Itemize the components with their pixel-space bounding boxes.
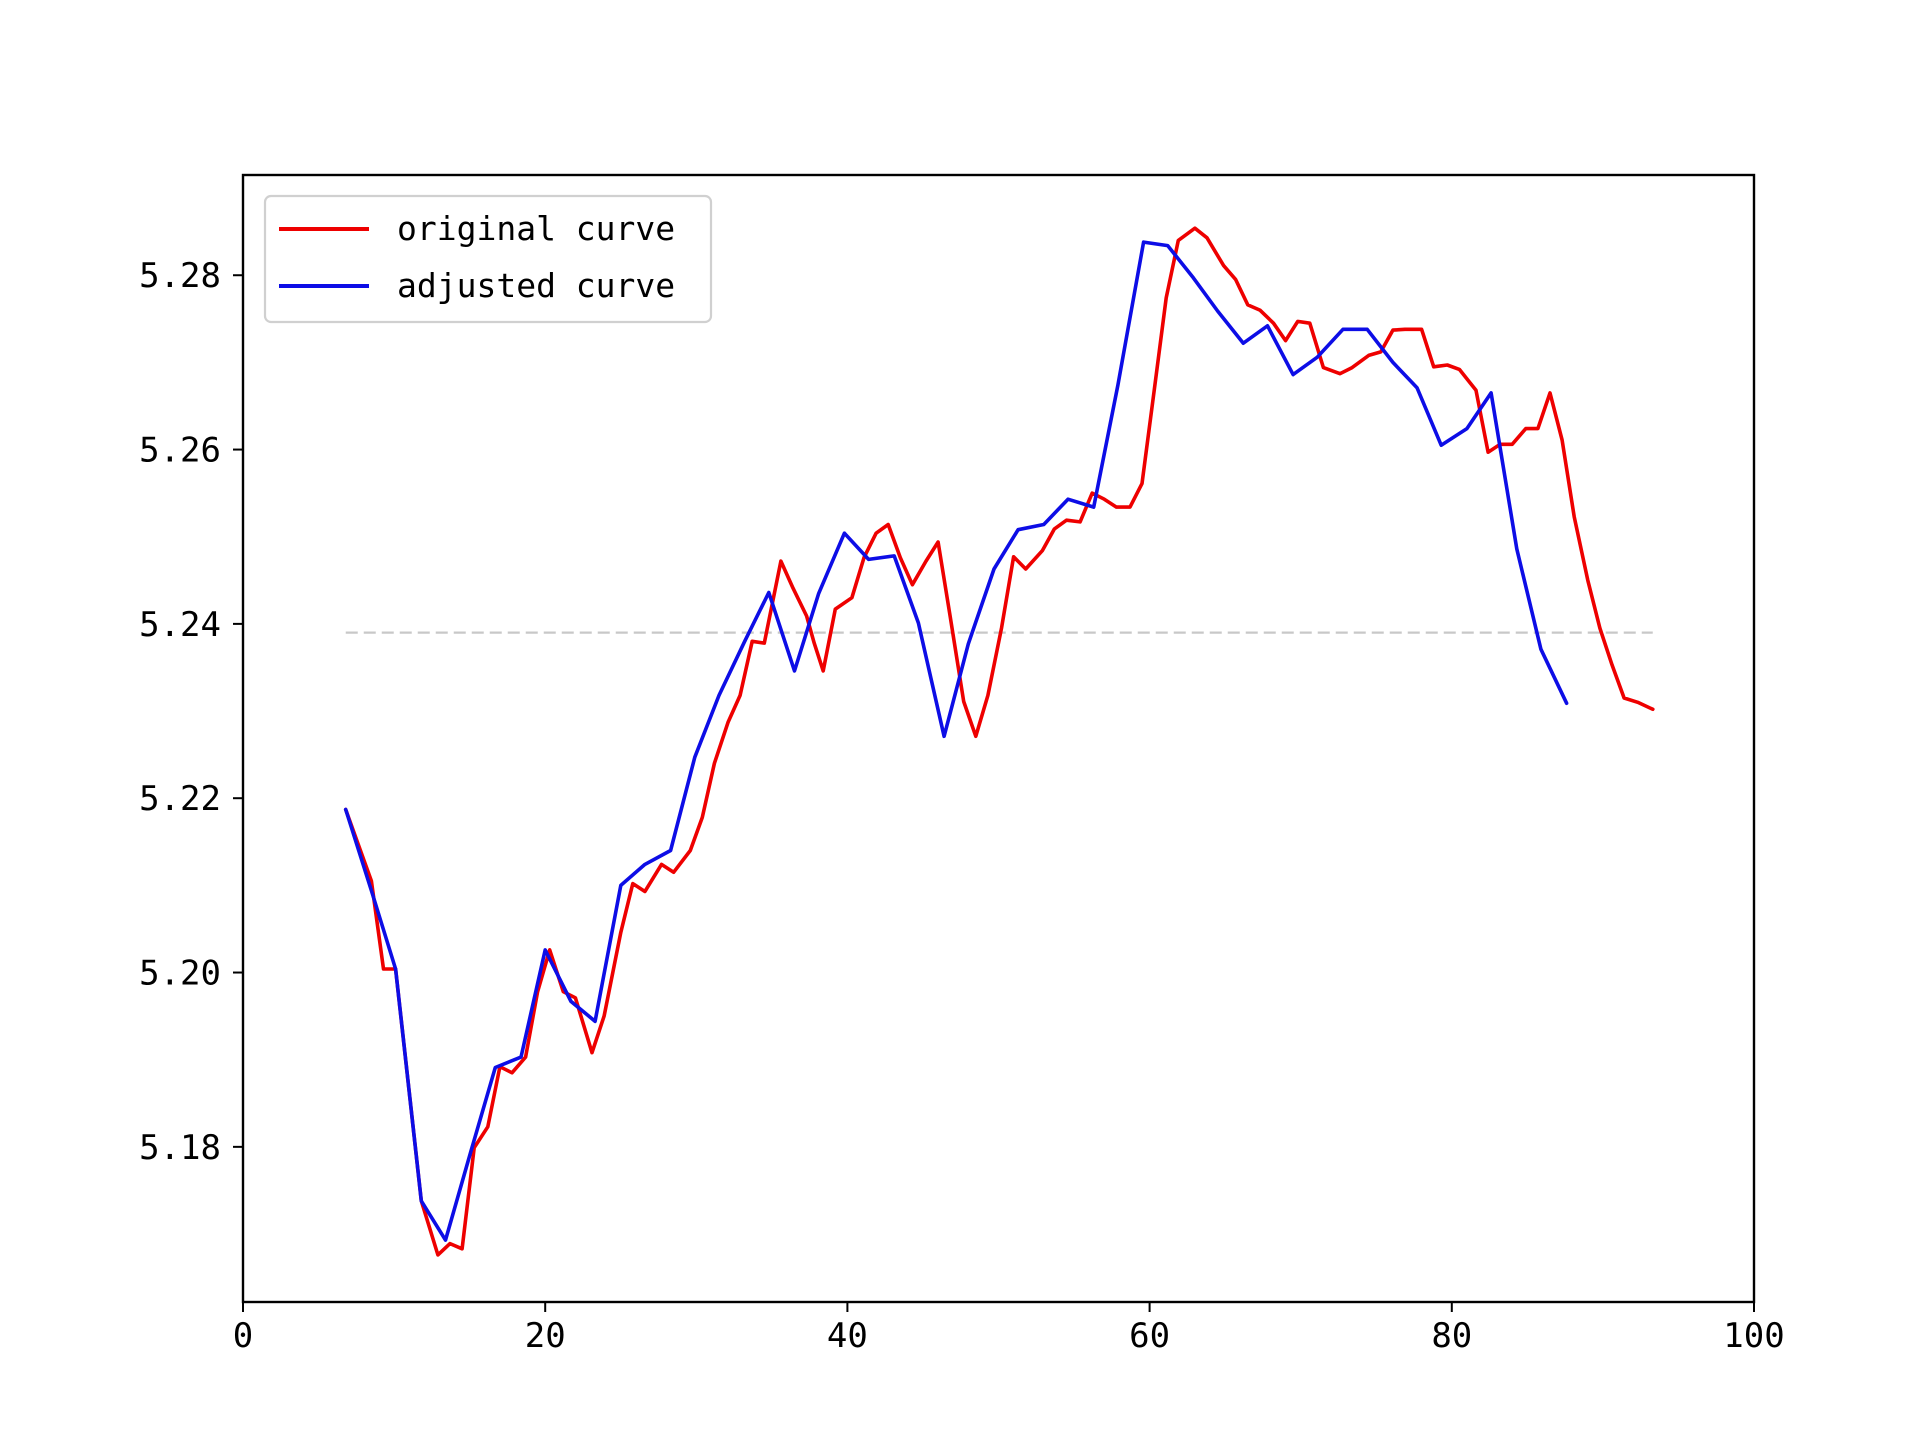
y-tick-label: 5.22 xyxy=(139,779,221,819)
series-line-original-curve xyxy=(343,226,1655,1257)
legend: original curve adjusted curve xyxy=(263,194,713,324)
x-tick-label: 0 xyxy=(233,1316,253,1356)
axes-layer: 0 20 40 60 80 100 5.18 5.20 5.22 5.24 5.26 5.28 xyxy=(139,173,1785,1356)
plot-area xyxy=(343,226,1655,1257)
legend-box xyxy=(263,194,713,324)
y-tick-label: 5.28 xyxy=(139,256,221,296)
y-tick-label: 5.24 xyxy=(139,605,221,645)
y-tick-label: 5.18 xyxy=(139,1128,221,1168)
x-tick-label: 40 xyxy=(827,1316,868,1356)
x-tick-label: 100 xyxy=(1723,1316,1784,1356)
y-tick-label: 5.26 xyxy=(139,431,221,471)
legend-label: adjusted curve xyxy=(397,266,675,305)
x-tick-label: 60 xyxy=(1129,1316,1170,1356)
y-tick-label: 5.20 xyxy=(139,954,221,994)
axes-frame xyxy=(241,173,1756,1304)
x-tick-label: 80 xyxy=(1431,1316,1472,1356)
series-line-adjusted-curve xyxy=(343,240,1569,1242)
legend-label: original curve xyxy=(397,209,675,248)
x-tick-label: 20 xyxy=(525,1316,566,1356)
